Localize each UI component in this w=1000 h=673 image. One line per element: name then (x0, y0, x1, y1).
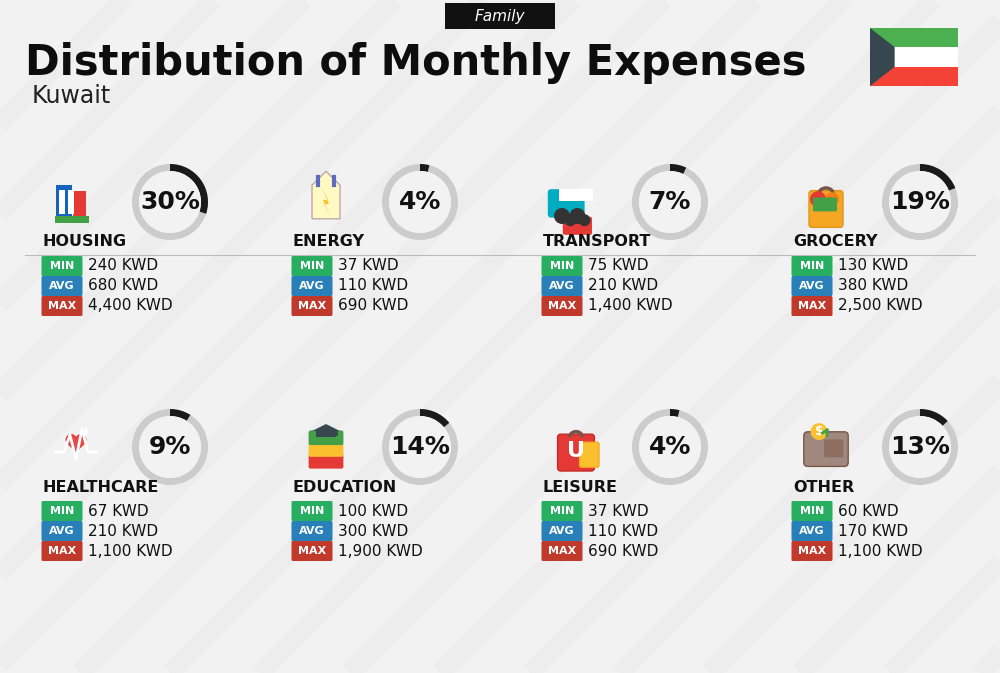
Text: HEALTHCARE: HEALTHCARE (43, 479, 159, 495)
Text: HOUSING: HOUSING (43, 234, 127, 250)
Text: Kuwait: Kuwait (32, 84, 111, 108)
FancyBboxPatch shape (55, 216, 89, 223)
FancyBboxPatch shape (558, 434, 594, 471)
Text: 690 KWD: 690 KWD (588, 544, 658, 559)
Text: TRANSPORT: TRANSPORT (543, 234, 651, 250)
FancyBboxPatch shape (309, 442, 343, 457)
FancyBboxPatch shape (68, 198, 74, 206)
Circle shape (389, 416, 451, 478)
Text: 37 KWD: 37 KWD (338, 258, 399, 273)
Circle shape (569, 208, 585, 224)
Text: 1,100 KWD: 1,100 KWD (88, 544, 173, 559)
Text: 380 KWD: 380 KWD (838, 279, 908, 293)
Wedge shape (382, 164, 458, 240)
Circle shape (639, 171, 701, 233)
FancyBboxPatch shape (792, 541, 832, 561)
Text: AVG: AVG (549, 526, 575, 536)
Circle shape (389, 171, 451, 233)
FancyBboxPatch shape (42, 501, 82, 521)
Text: LEISURE: LEISURE (543, 479, 618, 495)
Text: OTHER: OTHER (793, 479, 854, 495)
FancyBboxPatch shape (792, 256, 832, 276)
Text: ENERGY: ENERGY (293, 234, 365, 250)
Wedge shape (920, 409, 948, 426)
FancyBboxPatch shape (42, 296, 82, 316)
Text: MIN: MIN (300, 506, 324, 516)
FancyBboxPatch shape (59, 198, 65, 206)
Text: 75 KWD: 75 KWD (588, 258, 648, 273)
FancyBboxPatch shape (542, 276, 582, 296)
Text: MIN: MIN (800, 261, 824, 271)
Polygon shape (322, 188, 330, 216)
Text: 30%: 30% (140, 190, 200, 214)
Text: AVG: AVG (799, 281, 825, 291)
Text: 9%: 9% (149, 435, 191, 459)
FancyBboxPatch shape (792, 296, 832, 316)
Polygon shape (66, 435, 86, 452)
FancyBboxPatch shape (542, 521, 582, 541)
Text: AVG: AVG (49, 526, 75, 536)
Text: MAX: MAX (548, 301, 576, 311)
Text: MAX: MAX (48, 301, 76, 311)
FancyBboxPatch shape (792, 521, 832, 541)
Wedge shape (132, 409, 208, 485)
FancyBboxPatch shape (542, 256, 582, 276)
FancyBboxPatch shape (792, 276, 832, 296)
Circle shape (564, 214, 576, 226)
FancyBboxPatch shape (563, 217, 592, 235)
Circle shape (811, 423, 827, 440)
Text: 13%: 13% (890, 435, 950, 459)
FancyBboxPatch shape (542, 296, 582, 316)
Text: 240 KWD: 240 KWD (88, 258, 158, 273)
FancyBboxPatch shape (309, 431, 343, 445)
Text: 210 KWD: 210 KWD (88, 524, 158, 538)
FancyBboxPatch shape (292, 256, 332, 276)
Text: MIN: MIN (550, 261, 574, 271)
FancyBboxPatch shape (824, 439, 843, 458)
Wedge shape (882, 409, 958, 485)
Wedge shape (670, 164, 686, 174)
Wedge shape (420, 164, 429, 172)
Text: 110 KWD: 110 KWD (338, 279, 408, 293)
FancyBboxPatch shape (870, 28, 958, 47)
Text: 19%: 19% (890, 190, 950, 214)
Wedge shape (170, 164, 208, 214)
Text: MAX: MAX (48, 546, 76, 556)
Text: MAX: MAX (298, 546, 326, 556)
Text: 4%: 4% (649, 435, 691, 459)
Text: 4,400 KWD: 4,400 KWD (88, 299, 173, 314)
Text: U: U (567, 441, 585, 461)
Wedge shape (670, 409, 679, 417)
Wedge shape (920, 164, 955, 190)
FancyBboxPatch shape (68, 207, 74, 215)
FancyBboxPatch shape (792, 501, 832, 521)
Text: EDUCATION: EDUCATION (293, 479, 397, 495)
Text: 210 KWD: 210 KWD (588, 279, 658, 293)
FancyBboxPatch shape (445, 3, 555, 29)
Text: 2,500 KWD: 2,500 KWD (838, 299, 923, 314)
Text: 110 KWD: 110 KWD (588, 524, 658, 538)
FancyBboxPatch shape (73, 191, 86, 216)
Polygon shape (312, 171, 340, 219)
Text: 680 KWD: 680 KWD (88, 279, 158, 293)
Text: Distribution of Monthly Expenses: Distribution of Monthly Expenses (25, 42, 806, 84)
Text: MIN: MIN (50, 261, 74, 271)
FancyBboxPatch shape (292, 276, 332, 296)
Wedge shape (882, 164, 958, 240)
Text: MAX: MAX (798, 301, 826, 311)
Text: MIN: MIN (550, 506, 574, 516)
Text: 4%: 4% (399, 190, 441, 214)
Text: 14%: 14% (390, 435, 450, 459)
Circle shape (639, 416, 701, 478)
FancyBboxPatch shape (542, 501, 582, 521)
Text: MAX: MAX (798, 546, 826, 556)
Text: AVG: AVG (49, 281, 75, 291)
FancyBboxPatch shape (542, 541, 582, 561)
Text: 1,100 KWD: 1,100 KWD (838, 544, 923, 559)
Polygon shape (870, 28, 895, 86)
Text: 60 KWD: 60 KWD (838, 503, 899, 518)
FancyBboxPatch shape (870, 67, 958, 86)
FancyBboxPatch shape (548, 189, 585, 217)
Text: MIN: MIN (300, 261, 324, 271)
